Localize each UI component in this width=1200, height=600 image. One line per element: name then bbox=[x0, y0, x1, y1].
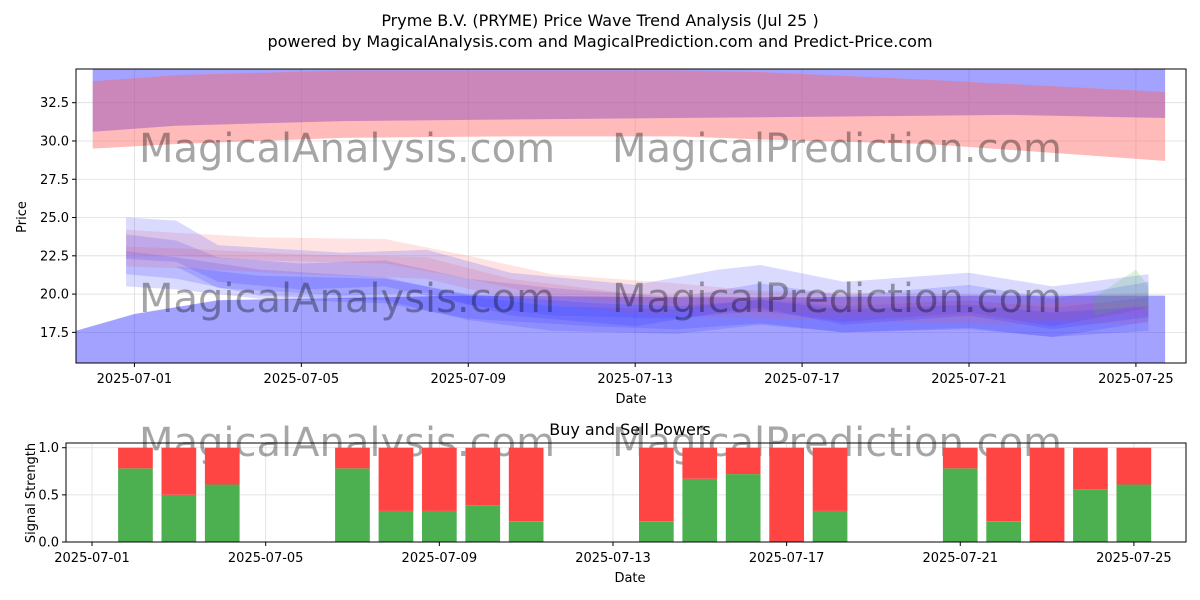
signal-panel: Buy and Sell Powers MagicalAnalysis.com … bbox=[24, 420, 1187, 586]
sell-bar bbox=[465, 447, 501, 506]
price-x-tick-label: 2025-07-09 bbox=[430, 372, 506, 387]
price-bands bbox=[76, 69, 1166, 363]
price-y-tick-label: 25.0 bbox=[40, 211, 69, 226]
sell-bar bbox=[812, 447, 848, 511]
buy-bar bbox=[508, 521, 544, 542]
signal-x-label: Date bbox=[614, 571, 645, 586]
price-x-tick-label: 2025-07-25 bbox=[1098, 372, 1174, 387]
buy-bar bbox=[942, 468, 978, 542]
signal-y-tick-label: 1.0 bbox=[38, 441, 59, 456]
signal-x-tick-label: 2025-07-21 bbox=[922, 551, 998, 566]
price-y-tick-label: 22.5 bbox=[40, 249, 69, 264]
sell-bar bbox=[1073, 447, 1108, 490]
price-y-tick-label: 32.5 bbox=[40, 96, 69, 111]
signal-y-tick-label: 0.5 bbox=[38, 488, 59, 503]
buy-bar bbox=[422, 510, 457, 542]
buy-bar bbox=[378, 510, 414, 542]
signal-plot-frame bbox=[65, 442, 1187, 543]
buy-bar bbox=[335, 468, 370, 542]
chart-subtitle: powered by MagicalAnalysis.com and Magic… bbox=[267, 32, 932, 51]
buy-bar bbox=[204, 484, 240, 542]
sell-bar bbox=[1116, 447, 1152, 485]
buy-bar bbox=[1116, 484, 1152, 542]
signal-bars bbox=[118, 447, 1152, 542]
signal-x-tick-label: 2025-07-01 bbox=[54, 551, 130, 566]
sell-bar bbox=[682, 447, 718, 479]
buy-bar bbox=[682, 478, 718, 542]
price-y-tick-label: 20.0 bbox=[40, 288, 69, 303]
price-band-blue bbox=[126, 217, 1149, 330]
buy-bar bbox=[118, 468, 153, 542]
buy-bar bbox=[639, 521, 674, 542]
watermark-left-2: MagicalAnalysis.com bbox=[139, 276, 555, 322]
sell-bar bbox=[204, 447, 240, 485]
price-plot-frame bbox=[75, 68, 1187, 364]
signal-ticks: 2025-07-01 2025-07-05 2025-07-09 2025-07-13… bbox=[38, 441, 1171, 566]
sell-bar bbox=[725, 447, 761, 475]
price-y-tick-label: 30.0 bbox=[40, 134, 69, 149]
sell-bar bbox=[161, 447, 197, 495]
sell-bar bbox=[118, 447, 153, 469]
price-band-blue bbox=[126, 251, 1149, 337]
buy-bar bbox=[161, 494, 197, 542]
chart-title: Pryme B.V. (PRYME) Price Wave Trend Anal… bbox=[381, 11, 818, 30]
price-plot-background bbox=[76, 69, 1186, 363]
buy-bar bbox=[465, 505, 501, 542]
price-y-tick-label: 17.5 bbox=[40, 326, 69, 341]
price-band-blue bbox=[76, 295, 1166, 363]
sell-bar bbox=[986, 447, 1021, 522]
sell-bar bbox=[422, 447, 457, 511]
price-ticks: 2025-07-01 2025-07-05 2025-07-09 2025-07-13… bbox=[40, 96, 1174, 387]
price-band-red bbox=[92, 70, 1166, 161]
sell-bar bbox=[639, 447, 674, 522]
buy-bar bbox=[1073, 489, 1108, 542]
price-band-blue bbox=[126, 234, 1149, 327]
buy-bar bbox=[725, 474, 761, 542]
price-band-blue bbox=[92, 69, 1166, 132]
price-y-tick-label: 27.5 bbox=[40, 173, 69, 188]
price-x-tick-label: 2025-07-21 bbox=[931, 372, 1007, 387]
signal-x-tick-label: 2025-07-05 bbox=[228, 551, 304, 566]
price-band-red bbox=[126, 246, 1149, 325]
price-x-tick-label: 2025-07-17 bbox=[764, 372, 840, 387]
signal-x-tick-label: 2025-07-25 bbox=[1096, 551, 1172, 566]
price-x-tick-label: 2025-07-05 bbox=[264, 372, 340, 387]
price-y-label: Price bbox=[15, 201, 30, 233]
price-band-green bbox=[1094, 269, 1149, 316]
sell-bar bbox=[335, 447, 370, 469]
signal-title: Buy and Sell Powers bbox=[549, 420, 711, 439]
price-band-red bbox=[126, 229, 1149, 321]
watermark-right: MagicalPrediction.com bbox=[612, 126, 1062, 172]
buy-bar bbox=[986, 521, 1021, 542]
price-x-tick-label: 2025-07-01 bbox=[97, 372, 173, 387]
watermark-right-2: MagicalPrediction.com bbox=[612, 276, 1062, 322]
sell-bar bbox=[942, 447, 978, 469]
price-x-tick-label: 2025-07-13 bbox=[597, 372, 673, 387]
price-x-label: Date bbox=[615, 392, 646, 407]
sell-bar bbox=[508, 447, 544, 522]
buy-bar bbox=[812, 510, 848, 542]
signal-y-label: Signal Strength bbox=[24, 443, 39, 543]
signal-x-tick-label: 2025-07-13 bbox=[575, 551, 651, 566]
price-grid bbox=[76, 69, 1186, 363]
price-panel: MagicalAnalysis.com MagicalPrediction.co… bbox=[15, 68, 1187, 407]
sell-bar bbox=[378, 447, 414, 511]
signal-y-tick-label: 0.0 bbox=[38, 536, 59, 551]
sell-bar bbox=[1029, 447, 1065, 542]
signal-x-tick-label: 2025-07-09 bbox=[402, 551, 478, 566]
sell-bar bbox=[769, 447, 804, 542]
watermark-left: MagicalAnalysis.com bbox=[139, 126, 555, 172]
signal-x-tick-label: 2025-07-17 bbox=[749, 551, 825, 566]
price-band-blue bbox=[126, 263, 1149, 337]
